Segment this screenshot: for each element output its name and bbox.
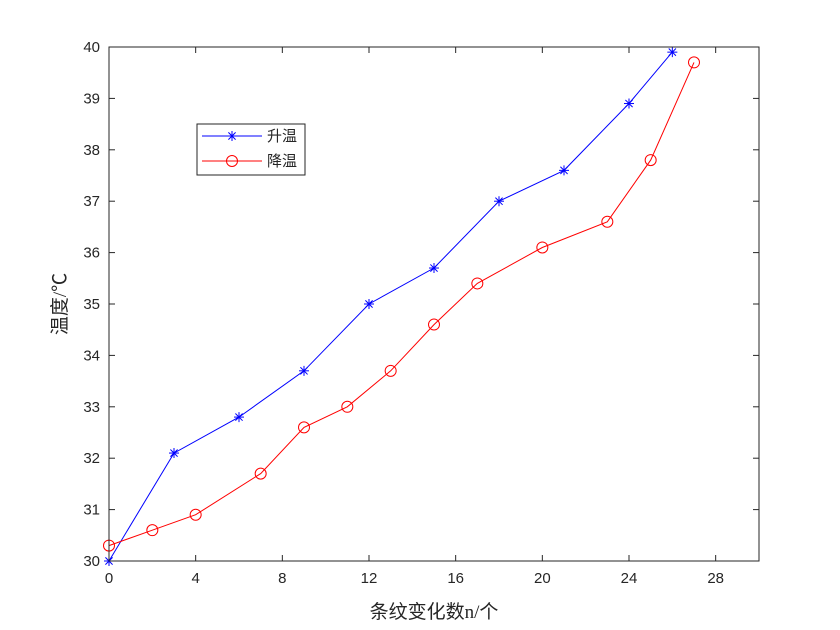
series-2-point xyxy=(189,508,202,521)
series-2-point xyxy=(536,241,549,254)
x-tick-label: 28 xyxy=(707,570,724,587)
legend-marker-symbol-2 xyxy=(226,155,238,167)
series-2-point xyxy=(146,524,159,537)
series-1-point xyxy=(624,98,634,109)
series-1-point xyxy=(667,47,678,58)
series-layer xyxy=(103,47,700,566)
series-2-point xyxy=(384,364,397,377)
legend-marker-series-1 xyxy=(227,131,237,141)
series-1-point xyxy=(169,448,179,459)
x-tick-label: 20 xyxy=(534,570,551,587)
x-tick-label: 12 xyxy=(361,570,378,587)
series-2-line xyxy=(108,62,695,547)
series-1 xyxy=(104,47,678,566)
x-tick-label: 16 xyxy=(447,570,464,587)
series-2 xyxy=(103,56,700,552)
series-2-point xyxy=(471,277,484,290)
legend-box xyxy=(196,123,306,176)
series-1-point xyxy=(559,165,569,176)
series-2-point xyxy=(644,154,657,167)
series-1-point xyxy=(234,412,244,423)
series-2-point xyxy=(298,421,310,434)
y-axis-label: 温度/℃ xyxy=(49,273,71,335)
legend-marker-series-2 xyxy=(226,155,238,167)
series-2-point xyxy=(254,467,267,480)
y-tick-label: 38 xyxy=(83,142,100,159)
tick-layer: 0 4 8 12 16 20 24 28 30 31 32 33 34 35 36 37 38 39 40 xyxy=(83,39,759,587)
series-1-point xyxy=(494,196,504,207)
series-1-point xyxy=(299,365,309,376)
x-tick-label: 0 xyxy=(105,570,113,587)
y-tick-label: 31 xyxy=(83,502,100,519)
y-tick-label: 37 xyxy=(83,193,100,210)
y-tick-label: 30 xyxy=(83,553,100,570)
series-1-point xyxy=(429,263,439,274)
legend-label-series-2: 降温 xyxy=(267,153,297,170)
series-1-point xyxy=(364,299,374,309)
y-tick-label: 35 xyxy=(83,296,100,313)
x-axis-label: 条纹变化数n/个 xyxy=(370,601,499,623)
legend-marker-symbol-1 xyxy=(227,131,237,141)
y-tick-label: 40 xyxy=(83,39,100,56)
y-tick-label: 39 xyxy=(83,90,100,107)
y-tick-label: 34 xyxy=(83,347,100,364)
y-tick-label: 33 xyxy=(83,399,100,416)
x-tick-label: 4 xyxy=(191,570,199,587)
series-1-line xyxy=(108,51,673,562)
series-2-point xyxy=(428,318,440,331)
series-2-point xyxy=(341,400,354,413)
legend: 升温 降温 xyxy=(196,123,306,176)
legend-label-series-1: 升温 xyxy=(267,128,297,145)
y-tick-label: 32 xyxy=(83,450,100,467)
x-tick-label: 8 xyxy=(278,570,286,587)
x-tick-label: 24 xyxy=(621,570,638,587)
series-2-point xyxy=(688,56,700,69)
series-2-point xyxy=(601,215,614,228)
y-tick-label: 36 xyxy=(83,245,100,262)
